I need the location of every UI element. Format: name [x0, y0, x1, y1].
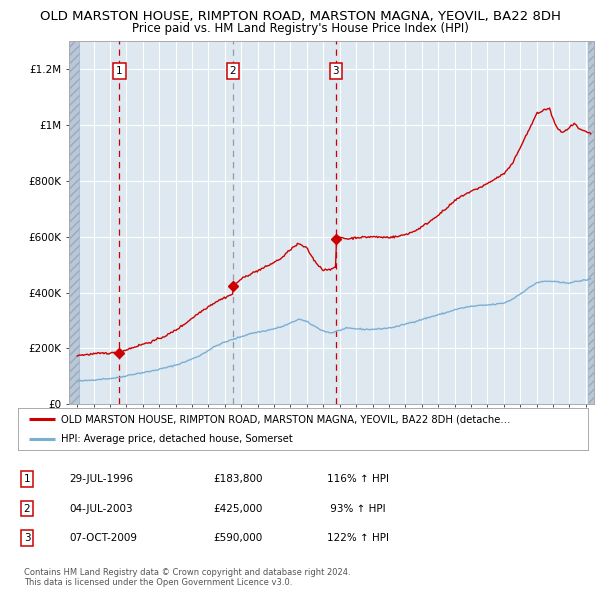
Text: OLD MARSTON HOUSE, RIMPTON ROAD, MARSTON MAGNA, YEOVIL, BA22 8DH: OLD MARSTON HOUSE, RIMPTON ROAD, MARSTON… — [40, 10, 560, 23]
Text: Price paid vs. HM Land Registry's House Price Index (HPI): Price paid vs. HM Land Registry's House … — [131, 22, 469, 35]
Text: HPI: Average price, detached house, Somerset: HPI: Average price, detached house, Some… — [61, 434, 293, 444]
Text: 2: 2 — [230, 65, 236, 76]
Text: £590,000: £590,000 — [213, 533, 262, 543]
Text: £183,800: £183,800 — [213, 474, 263, 484]
Text: 116% ↑ HPI: 116% ↑ HPI — [327, 474, 389, 484]
Text: 3: 3 — [23, 533, 31, 543]
Text: Contains HM Land Registry data © Crown copyright and database right 2024.
This d: Contains HM Land Registry data © Crown c… — [24, 568, 350, 587]
Text: OLD MARSTON HOUSE, RIMPTON ROAD, MARSTON MAGNA, YEOVIL, BA22 8DH (detache…: OLD MARSTON HOUSE, RIMPTON ROAD, MARSTON… — [61, 414, 510, 424]
Text: 1: 1 — [23, 474, 31, 484]
Text: 93% ↑ HPI: 93% ↑ HPI — [327, 504, 386, 513]
Text: 07-OCT-2009: 07-OCT-2009 — [69, 533, 137, 543]
Text: 2: 2 — [23, 504, 31, 513]
Bar — [69, 41, 79, 404]
Text: 1: 1 — [116, 65, 122, 76]
Text: £425,000: £425,000 — [213, 504, 262, 513]
Bar — [588, 41, 594, 404]
Text: 122% ↑ HPI: 122% ↑ HPI — [327, 533, 389, 543]
Text: 3: 3 — [332, 65, 339, 76]
Text: 04-JUL-2003: 04-JUL-2003 — [69, 504, 133, 513]
Text: 29-JUL-1996: 29-JUL-1996 — [69, 474, 133, 484]
